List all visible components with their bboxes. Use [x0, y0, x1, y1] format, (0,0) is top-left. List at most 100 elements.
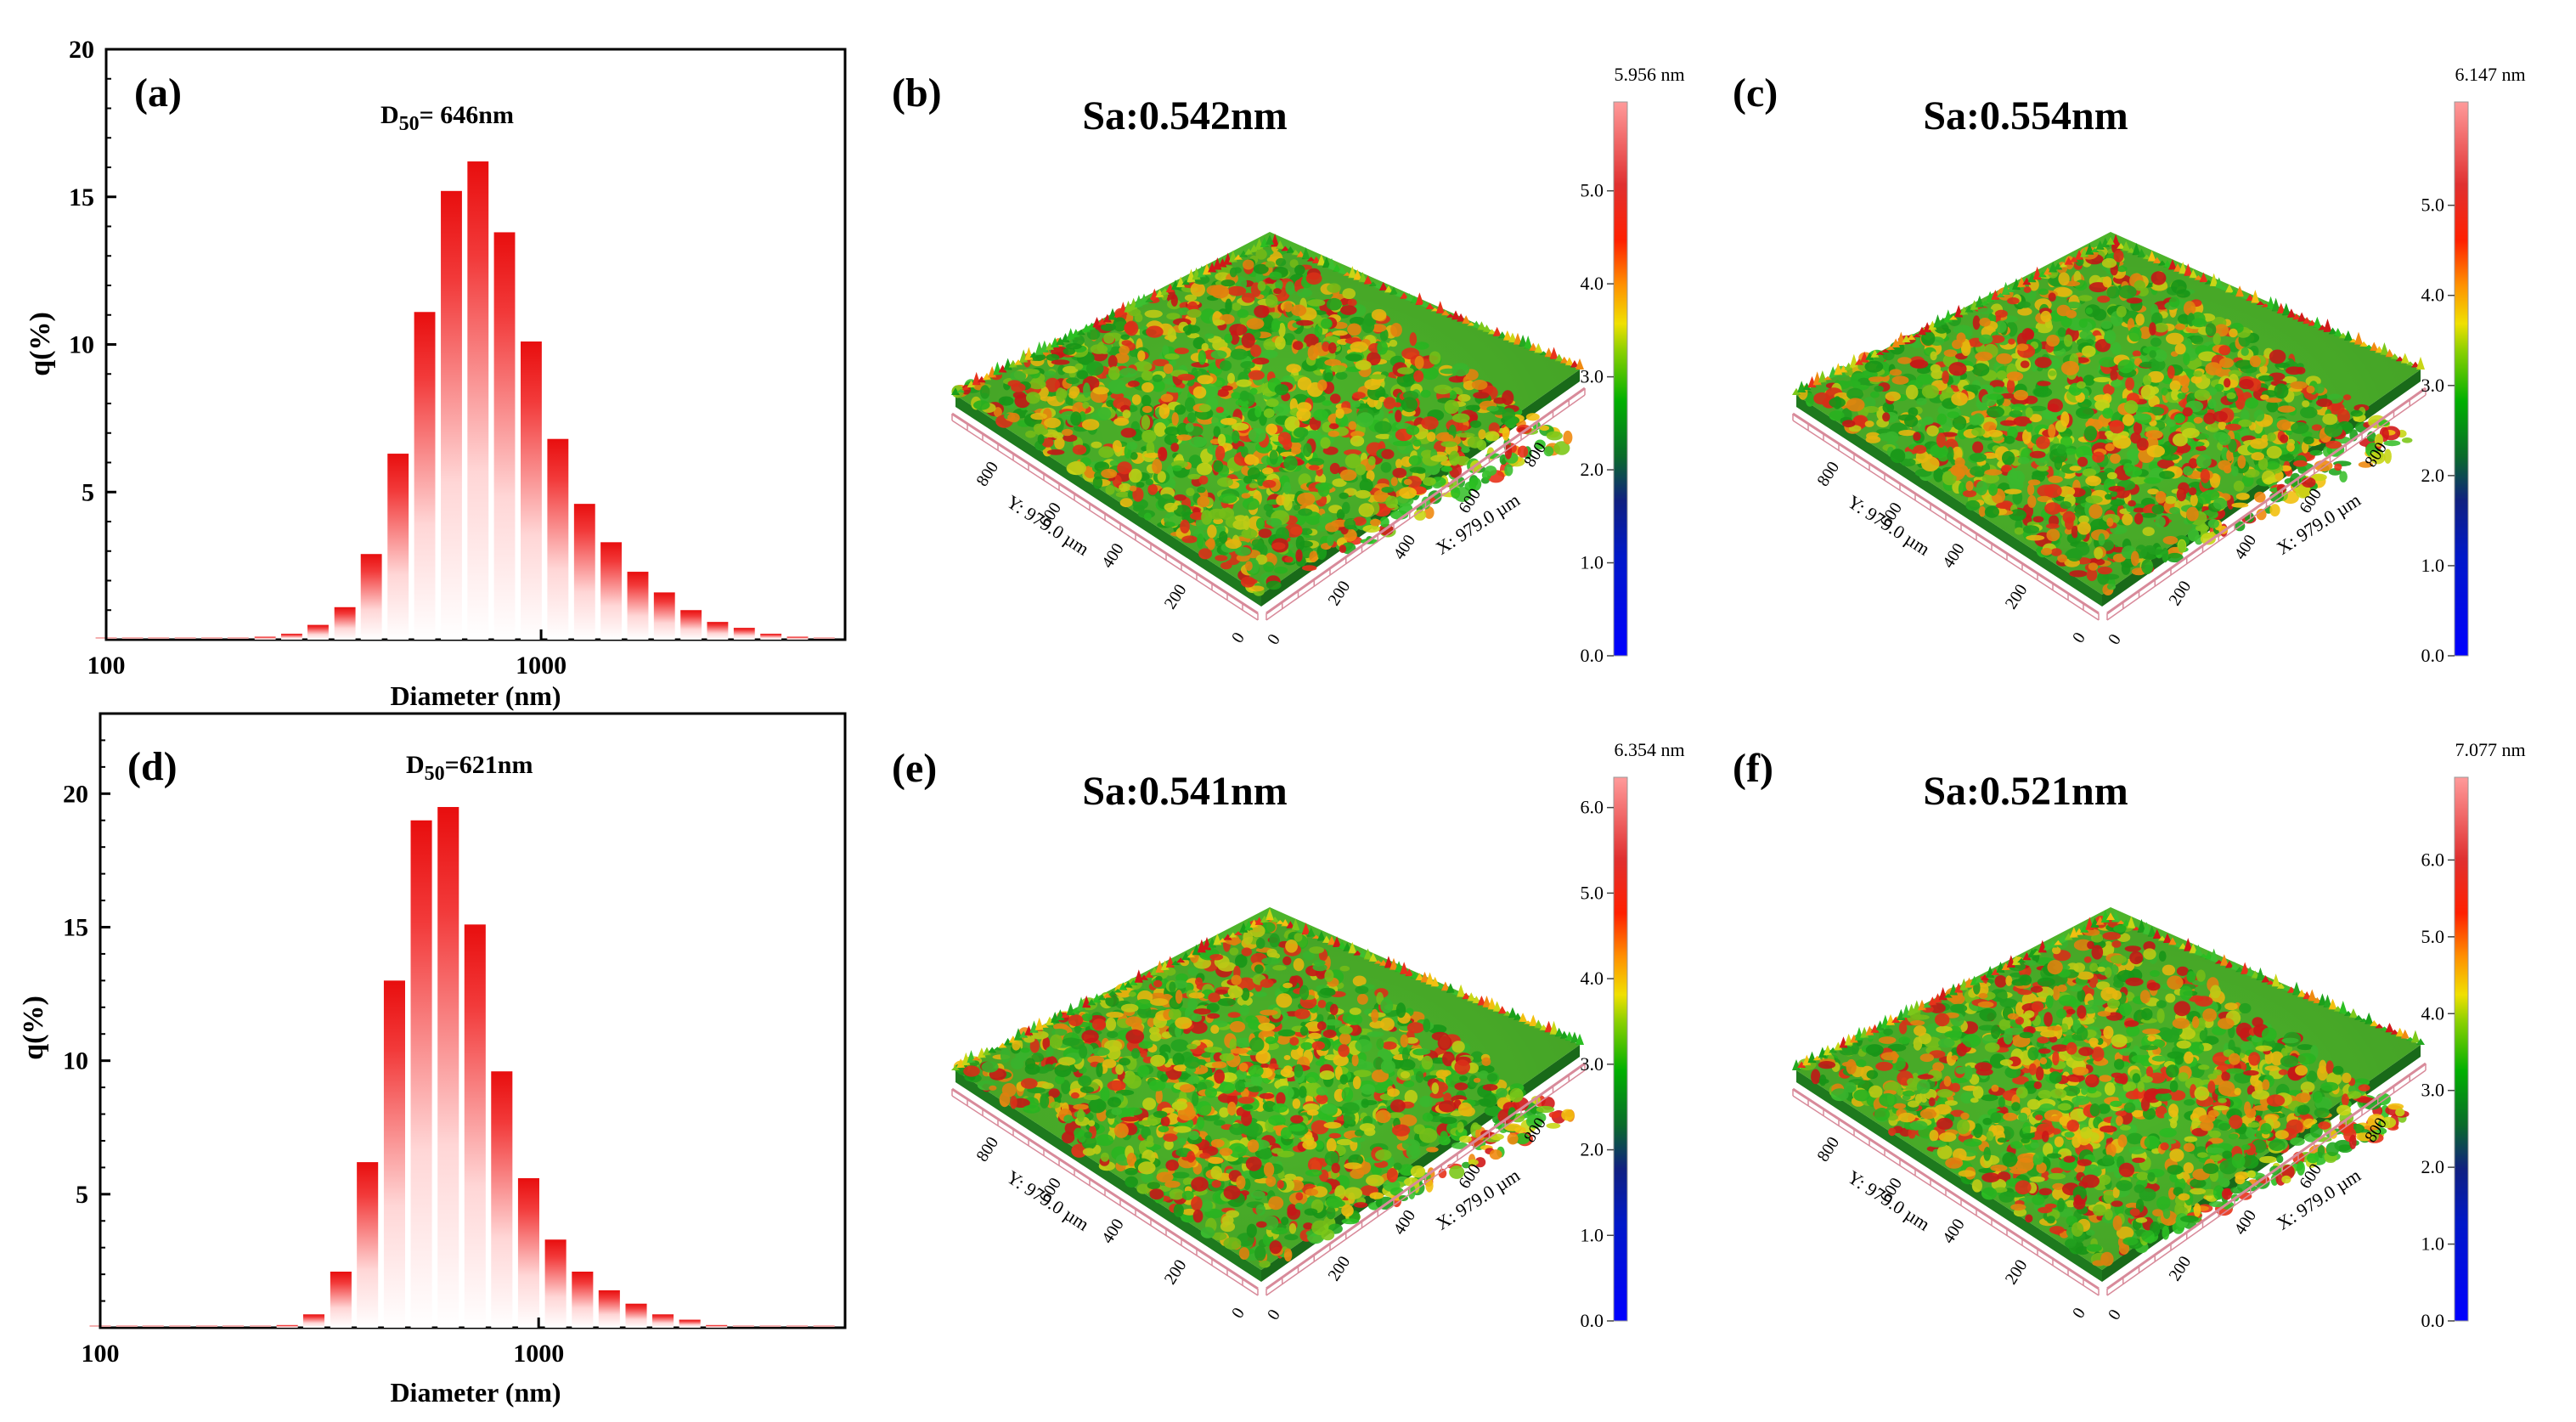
x-axis-title-d: Diameter (nm) — [390, 1377, 561, 1408]
bar — [600, 542, 622, 640]
scale-tick-label: 5.0 — [2421, 926, 2445, 947]
scale-tick-label: 1.0 — [1581, 552, 1604, 573]
scale-tick-label: 1.0 — [1581, 1224, 1604, 1245]
x-tick-label: 100 — [87, 652, 126, 680]
surface-axes — [1792, 1062, 2427, 1296]
y-axis-tick-label: 800 — [972, 1133, 1002, 1165]
surface-side-left — [1796, 1070, 2102, 1282]
surface-side-left — [955, 1070, 1261, 1282]
y-axis-tick-label: 200 — [1161, 1256, 1191, 1288]
y-axis-tick-label: 0 — [2069, 629, 2089, 646]
y-tick-label: 20 — [69, 36, 94, 64]
scale-max-e: 6.354 nm — [1614, 739, 1684, 760]
surface-axes — [951, 1062, 1586, 1296]
scale-tick-label: 1.0 — [2421, 1233, 2445, 1255]
bar — [357, 1162, 379, 1328]
x-axis-tick-label: 400 — [2230, 1206, 2260, 1238]
panel-label-f: (f) — [1733, 746, 1773, 791]
x-axis-tick-label: 200 — [2165, 1253, 2195, 1284]
panel-label-a: (a) — [134, 71, 182, 116]
scale-tick-label: 2.0 — [1581, 459, 1604, 480]
y-axis-tick-label: 0 — [2069, 1305, 2089, 1322]
scale-tick-label: 6.0 — [2421, 849, 2445, 870]
y-axis-tick-label: 0 — [1228, 629, 1249, 646]
surface-panel-c: (c) Sa:0.554nm 6.147 nm X: 979.0 µm Y: 9… — [1733, 64, 2526, 666]
surface-edge-peaks — [1792, 234, 2425, 395]
y-axis-tick-label: 200 — [1161, 581, 1191, 612]
y-tick-label: 5 — [82, 478, 94, 506]
scale-tick-label: 2.0 — [2421, 1156, 2445, 1177]
surface-shading — [1796, 920, 2421, 1270]
surface-shading — [1796, 245, 2421, 595]
x-tick-label: 100 — [82, 1340, 120, 1368]
bar — [521, 341, 542, 640]
bar — [330, 1271, 352, 1328]
bar — [437, 807, 459, 1328]
bar — [254, 636, 276, 640]
x-axis-tick-label: 200 — [1324, 1253, 1354, 1284]
y-axis-tick-label: 400 — [1098, 1216, 1128, 1247]
scale-tick-label: 2.0 — [2421, 465, 2445, 486]
scale-max-b: 5.956 nm — [1614, 64, 1684, 85]
scale-tick-label: 5.0 — [2421, 195, 2445, 216]
bar — [302, 1314, 324, 1328]
y-tick-label: 15 — [63, 913, 88, 941]
y-axis-tick-label: 400 — [1098, 540, 1128, 572]
y-axis-tick-label: 200 — [2002, 581, 2032, 612]
surface-edge-peaks — [951, 233, 1584, 395]
x-tick-label: 1000 — [516, 652, 566, 680]
surface-edge-peaks — [1792, 909, 2425, 1070]
bar — [276, 1324, 298, 1328]
y-tick-label: 10 — [69, 331, 94, 359]
surface-panel-b: (b) Sa:0.542nm 5.956 nm X: 979.0 µm Y: 9… — [892, 64, 1685, 666]
color-scale: 0.0 1.0 2.0 3.0 4.0 5.0 6.0 — [1581, 776, 1628, 1331]
x-tick-label: 1000 — [513, 1340, 564, 1368]
bar — [760, 634, 782, 640]
surface-edge-peaks — [951, 908, 1584, 1070]
bar — [544, 1239, 566, 1328]
y-tick-label: 5 — [76, 1181, 88, 1209]
color-scale-bar — [2454, 776, 2469, 1322]
color-scale-bar — [1613, 776, 1628, 1322]
bar — [679, 1319, 701, 1328]
surface-panel-f: (f) Sa:0.521nm 7.077 nm X: 979.0 µm Y: 9… — [1733, 739, 2526, 1331]
scale-tick-label: 4.0 — [1581, 968, 1604, 989]
x-ticks-d: 100 1000 — [82, 1318, 564, 1368]
scale-tick-label: 1.0 — [2421, 555, 2445, 576]
color-scale-bar — [2454, 101, 2469, 657]
bar — [467, 161, 489, 640]
bar — [680, 610, 702, 640]
scale-tick-label: 5.0 — [1581, 882, 1604, 903]
bar — [572, 1271, 594, 1328]
scale-tick-label: 3.0 — [1581, 1053, 1604, 1075]
bar — [625, 1303, 647, 1328]
scale-tick-label: 0.0 — [1581, 645, 1604, 666]
x-axis-tick-label: 0 — [1264, 631, 1284, 648]
scale-tick-label: 3.0 — [1581, 366, 1604, 387]
panel-label-c: (c) — [1733, 71, 1778, 116]
y-axis-tick-label: 400 — [1939, 1216, 1969, 1247]
sa-value-f: Sa:0.521nm — [1923, 769, 2128, 814]
x-axis-tick-label: 0 — [2105, 1306, 2125, 1323]
surface-side-left — [955, 395, 1261, 607]
bar — [491, 1071, 513, 1328]
scale-tick-label: 0.0 — [2421, 1310, 2445, 1331]
panel-label-e: (e) — [892, 746, 937, 791]
d50-annotation-d: D50=621nm — [406, 751, 533, 785]
scale-tick-label: 2.0 — [1581, 1139, 1604, 1160]
bars-a — [95, 161, 835, 640]
x-axis-tick-label: 400 — [1389, 532, 1419, 563]
y-axis-title-d: q(%) — [18, 996, 49, 1060]
surface-axes — [951, 387, 1586, 621]
panel-label-b: (b) — [892, 71, 942, 116]
bar — [653, 592, 675, 640]
bar — [598, 1289, 620, 1328]
bar — [547, 438, 569, 640]
y-axis-title-a: q(%) — [25, 312, 56, 376]
x-axis-tick-label: 400 — [1389, 1206, 1419, 1238]
bar — [414, 312, 436, 640]
bar — [786, 636, 809, 640]
panel-label-d: (d) — [127, 744, 178, 789]
scale-tick-label: 3.0 — [2421, 1080, 2445, 1101]
